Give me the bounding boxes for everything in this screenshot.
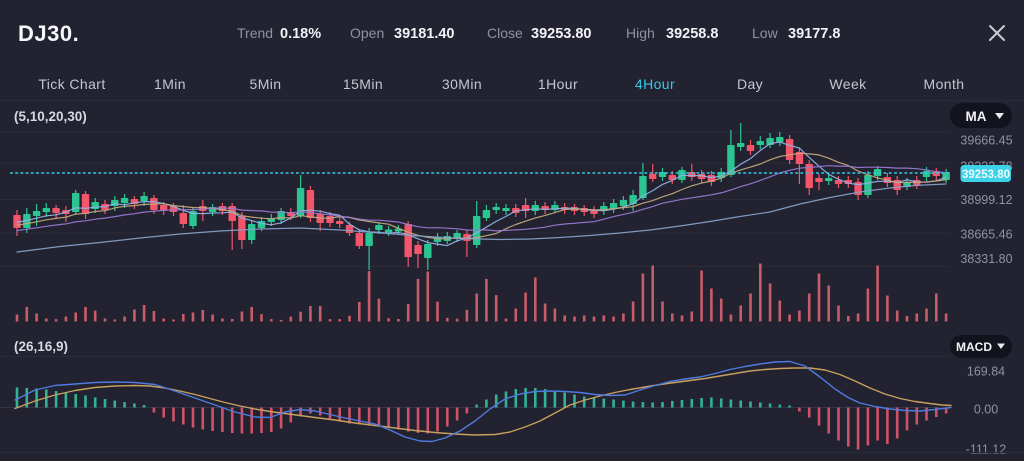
- svg-text:38331.80: 38331.80: [960, 252, 1012, 266]
- svg-text:0.18%: 0.18%: [280, 26, 321, 42]
- svg-text:5Min: 5Min: [250, 76, 282, 92]
- svg-text:1Min: 1Min: [154, 76, 186, 92]
- svg-text:169.84: 169.84: [967, 365, 1005, 379]
- svg-text:(26,16,9): (26,16,9): [14, 339, 68, 354]
- svg-text:Open: Open: [350, 25, 384, 41]
- svg-text:DJ30.: DJ30.: [18, 21, 79, 46]
- svg-text:MACD: MACD: [956, 340, 992, 354]
- svg-text:Day: Day: [737, 76, 763, 92]
- svg-text:Tick Chart: Tick Chart: [38, 76, 105, 92]
- svg-text:39258.8: 39258.8: [666, 26, 718, 42]
- svg-text:4Hour: 4Hour: [635, 76, 675, 92]
- svg-text:39253.80: 39253.80: [962, 169, 1010, 181]
- svg-text:0.00: 0.00: [974, 403, 998, 417]
- svg-text:30Min: 30Min: [442, 76, 482, 92]
- svg-text:-111.12: -111.12: [966, 443, 1007, 457]
- svg-text:Low: Low: [752, 25, 779, 41]
- svg-text:39253.80: 39253.80: [531, 26, 591, 42]
- svg-text:15Min: 15Min: [343, 76, 383, 92]
- svg-text:38665.46: 38665.46: [960, 228, 1012, 242]
- svg-text:1Hour: 1Hour: [538, 76, 578, 92]
- svg-text:39177.8: 39177.8: [788, 26, 840, 42]
- svg-text:Week: Week: [829, 76, 867, 92]
- svg-text:Month: Month: [924, 76, 965, 92]
- svg-text:Close: Close: [487, 25, 523, 41]
- svg-text:39181.40: 39181.40: [394, 26, 454, 42]
- svg-text:38999.12: 38999.12: [960, 193, 1012, 207]
- svg-text:Trend: Trend: [237, 25, 273, 41]
- svg-text:39666.45: 39666.45: [960, 134, 1012, 148]
- svg-text:(5,10,20,30): (5,10,20,30): [14, 109, 87, 124]
- svg-text:MA: MA: [966, 109, 987, 124]
- svg-text:High: High: [626, 25, 655, 41]
